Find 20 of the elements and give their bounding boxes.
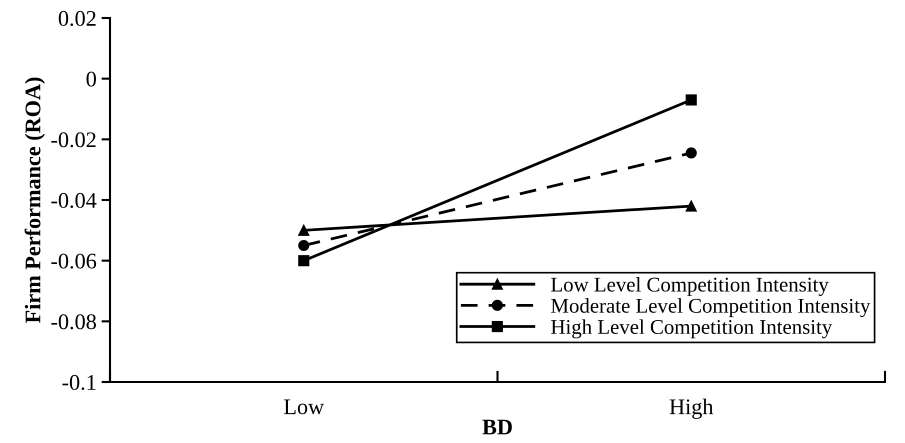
- point: [298, 224, 310, 236]
- x-tick-label: High: [670, 398, 714, 419]
- y-tick-label: -0.1: [62, 374, 96, 390]
- y-tick-label: -0.06: [51, 254, 96, 269]
- legend-label: Low Level Competition Intensity: [551, 277, 829, 296]
- point: [686, 94, 697, 106]
- legend-label: High Level Competition Intensity: [551, 319, 832, 338]
- point: [686, 200, 697, 212]
- y-tick-label: -0.02: [51, 132, 96, 148]
- x-tick-label: Low: [284, 400, 324, 414]
- point: [298, 255, 310, 266]
- y-tick-label: 0: [86, 72, 96, 87]
- y-tick-label: -0.04: [51, 192, 96, 208]
- point: [298, 240, 310, 252]
- point: [686, 147, 697, 159]
- y-axis-title: Firm Performance (ROA): [24, 78, 45, 324]
- y-tick-label: 0.02: [58, 10, 96, 26]
- x-axis-title: BD: [482, 420, 512, 434]
- y-tick-label: -0.08: [51, 314, 96, 330]
- legend-label: Moderate Level Competition Intensity: [551, 298, 870, 318]
